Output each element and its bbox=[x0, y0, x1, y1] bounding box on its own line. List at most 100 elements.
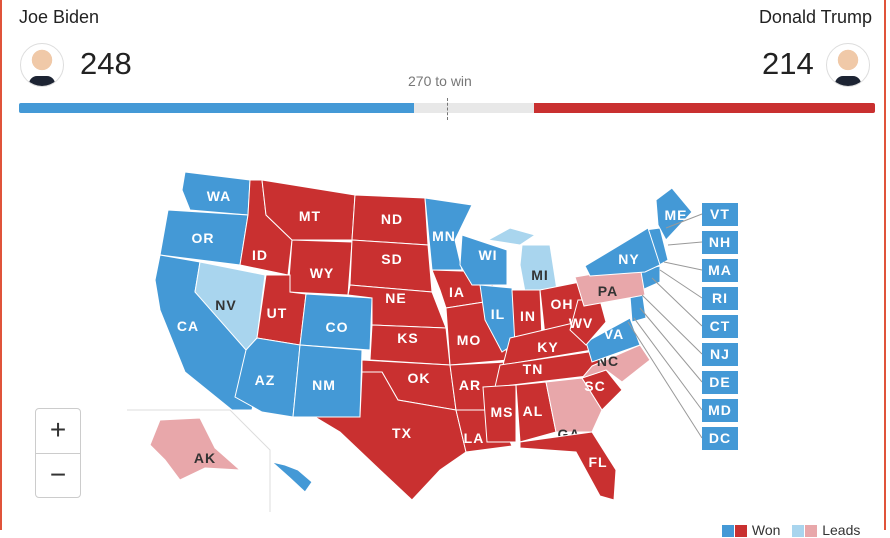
small-state-label-nh: NH bbox=[709, 234, 731, 250]
leader-line bbox=[633, 317, 703, 411]
small-state-label-dc: DC bbox=[709, 430, 731, 446]
state-label-wy: WY bbox=[310, 265, 335, 281]
state-fl[interactable] bbox=[519, 431, 617, 501]
small-state-label-nj: NJ bbox=[710, 346, 730, 362]
small-state-label-vt: VT bbox=[710, 206, 730, 222]
biden-votes: 248 bbox=[80, 46, 132, 81]
state-label-nd: ND bbox=[381, 211, 403, 227]
leader-line bbox=[659, 269, 703, 299]
state-wa[interactable] bbox=[181, 171, 251, 216]
small-state-box-ct[interactable] bbox=[702, 315, 738, 338]
legend-dem-won-swatch bbox=[722, 525, 734, 538]
state-label-az: AZ bbox=[255, 372, 276, 388]
state-label-sc: SC bbox=[584, 378, 605, 394]
state-wi[interactable] bbox=[459, 234, 508, 286]
legend-rep-leads-swatch bbox=[805, 525, 818, 538]
state-mn[interactable] bbox=[424, 197, 473, 271]
state-me[interactable] bbox=[655, 187, 693, 241]
state-label-ia: IA bbox=[449, 284, 465, 300]
state-label-ne: NE bbox=[385, 290, 406, 306]
state-hi[interactable] bbox=[271, 461, 313, 493]
state-label-mo: MO bbox=[457, 332, 482, 348]
biden-name: Joe Biden bbox=[19, 7, 100, 27]
state-ny[interactable] bbox=[584, 227, 661, 277]
threshold-marker bbox=[447, 98, 448, 120]
inset-border bbox=[127, 409, 271, 512]
legend-dem-leads-swatch bbox=[792, 525, 805, 538]
state-label-al: AL bbox=[523, 403, 544, 419]
state-label-me: ME bbox=[665, 207, 688, 223]
zoom-out-button[interactable]: − bbox=[49, 459, 67, 490]
state-label-ak: AK bbox=[194, 450, 216, 466]
state-label-fl: FL bbox=[588, 454, 607, 470]
state-label-tn: TN bbox=[523, 361, 544, 377]
state-va[interactable] bbox=[585, 317, 641, 363]
state-label-il: IL bbox=[491, 306, 505, 322]
small-state-box-vt[interactable] bbox=[702, 203, 738, 226]
state-label-ok: OK bbox=[408, 370, 431, 386]
state-label-oh: OH bbox=[551, 296, 574, 312]
state-label-in: IN bbox=[520, 308, 536, 324]
small-state-label-ct: CT bbox=[710, 318, 731, 334]
zoom-controls: + − bbox=[35, 408, 81, 498]
biden-bar bbox=[19, 103, 414, 113]
threshold-label: 270 to win bbox=[408, 73, 472, 89]
state-label-id: ID bbox=[252, 247, 268, 263]
state-shape-mi-upper[interactable] bbox=[486, 227, 537, 246]
state-label-la: LA bbox=[464, 430, 485, 446]
state-label-ks: KS bbox=[397, 330, 418, 346]
state-label-mt: MT bbox=[299, 208, 321, 224]
trump-name: Donald Trump bbox=[758, 7, 872, 27]
legend-leads: Leads bbox=[822, 522, 861, 538]
small-state-box-ma[interactable] bbox=[702, 259, 738, 282]
state-label-wv: WV bbox=[569, 315, 594, 331]
state-ms[interactable] bbox=[482, 384, 517, 443]
small-state-box-nh[interactable] bbox=[702, 231, 738, 254]
state-ga[interactable] bbox=[545, 377, 603, 433]
legend-rep-won-swatch bbox=[735, 525, 747, 538]
state-co[interactable] bbox=[299, 293, 373, 351]
state-label-ar: AR bbox=[459, 377, 481, 393]
small-state-label-md: MD bbox=[708, 402, 732, 418]
small-state-box-md[interactable] bbox=[702, 399, 738, 422]
small-state-label-ri: RI bbox=[712, 290, 728, 306]
state-label-co: CO bbox=[326, 319, 349, 335]
small-state-box-de[interactable] bbox=[702, 371, 738, 394]
state-label-ut: UT bbox=[267, 305, 288, 321]
state-label-wi: WI bbox=[478, 247, 497, 263]
state-label-or: OR bbox=[192, 230, 215, 246]
state-label-nv: NV bbox=[215, 297, 236, 313]
leader-line bbox=[639, 307, 703, 383]
state-label-mi: MI bbox=[531, 267, 549, 283]
state-label-ca: CA bbox=[177, 318, 199, 334]
small-state-label-ma: MA bbox=[708, 262, 732, 278]
state-label-ny: NY bbox=[618, 251, 639, 267]
state-tx[interactable] bbox=[313, 371, 467, 501]
legend-won: Won bbox=[751, 522, 781, 538]
leader-line bbox=[667, 241, 703, 246]
state-mt[interactable] bbox=[261, 179, 356, 241]
state-label-va: VA bbox=[604, 326, 624, 342]
zoom-in-button[interactable]: + bbox=[36, 409, 80, 454]
state-ak[interactable] bbox=[149, 417, 242, 481]
state-label-mn: MN bbox=[432, 228, 456, 244]
small-state-box-dc[interactable] bbox=[702, 427, 738, 450]
state-label-nm: NM bbox=[312, 377, 336, 393]
small-state-label-de: DE bbox=[709, 374, 730, 390]
state-label-ky: KY bbox=[537, 339, 558, 355]
small-state-box-ri[interactable] bbox=[702, 287, 738, 310]
state-label-sd: SD bbox=[381, 251, 402, 267]
state-label-tx: TX bbox=[392, 425, 412, 441]
trump-bar bbox=[534, 103, 875, 113]
state-label-ms: MS bbox=[491, 404, 514, 420]
biden-avatar bbox=[20, 43, 64, 87]
leader-line bbox=[663, 261, 703, 271]
trump-votes: 214 bbox=[762, 46, 814, 81]
state-label-wa: WA bbox=[207, 188, 232, 204]
legend: Won Leads bbox=[722, 522, 860, 538]
state-label-hi: HI bbox=[290, 489, 306, 505]
leader-line bbox=[651, 277, 703, 327]
small-state-box-nj[interactable] bbox=[702, 343, 738, 366]
